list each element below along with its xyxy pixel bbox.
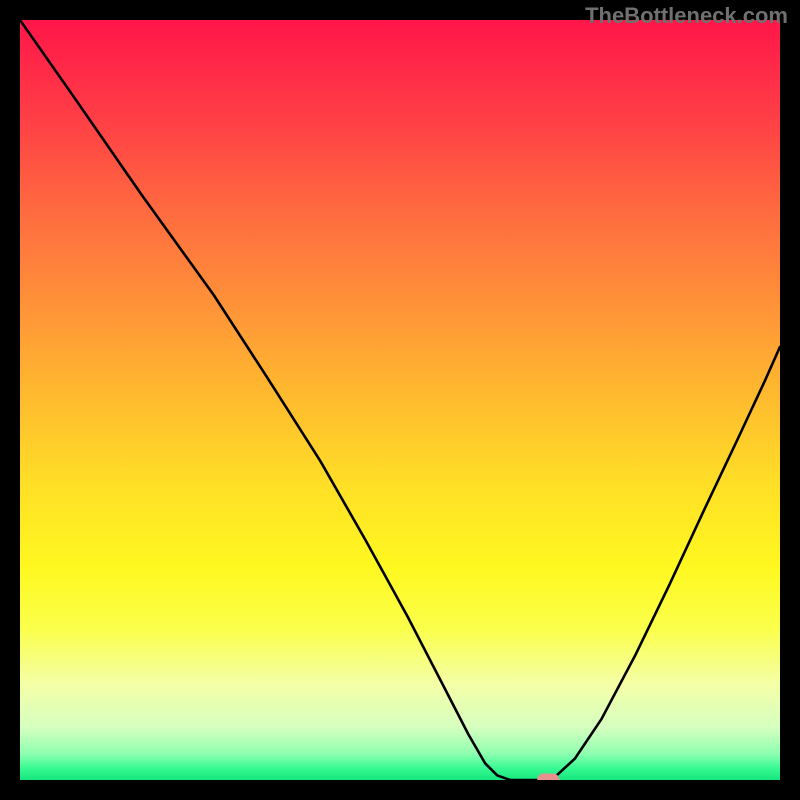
gradient-background	[20, 20, 780, 780]
bottleneck-chart	[0, 0, 800, 800]
watermark-text: TheBottleneck.com	[585, 3, 788, 29]
